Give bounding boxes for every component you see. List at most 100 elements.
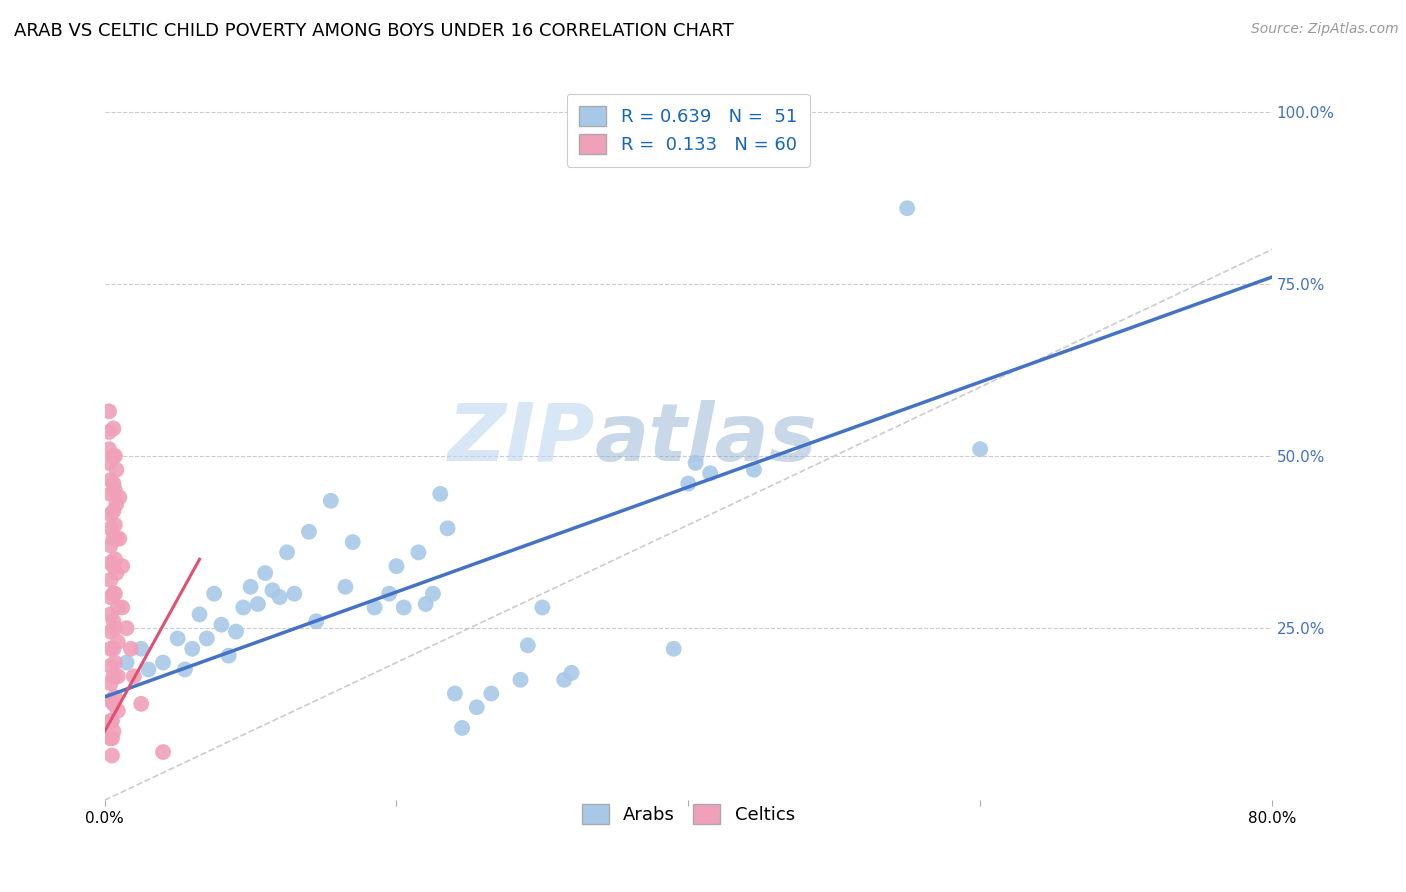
Point (166, 632, 188, 646)
Point (100, 473, 122, 487)
Point (100, 487, 122, 501)
Point (298, 524, 321, 539)
Point (516, 638, 538, 652)
Point (103, 421, 125, 435)
Point (152, 745, 174, 759)
Point (415, 597, 437, 611)
Point (111, 559, 134, 574)
Point (239, 580, 262, 594)
Point (742, 463, 765, 477)
Point (254, 566, 277, 580)
Point (107, 669, 129, 683)
Point (561, 665, 583, 680)
Text: ARAB VS CELTIC CHILD POVERTY AMONG BOYS UNDER 16 CORRELATION CHART: ARAB VS CELTIC CHILD POVERTY AMONG BOYS … (14, 22, 734, 40)
Point (363, 600, 385, 615)
Point (105, 463, 128, 477)
Point (105, 566, 128, 580)
Point (115, 621, 138, 635)
Point (105, 497, 128, 511)
Point (100, 714, 122, 728)
Point (305, 614, 328, 628)
Point (465, 700, 488, 714)
Point (101, 714, 124, 728)
Point (120, 641, 142, 656)
Point (107, 704, 129, 718)
Point (104, 517, 127, 532)
Point (378, 587, 401, 601)
Point (699, 467, 721, 481)
Point (479, 686, 502, 700)
Point (108, 491, 131, 505)
Point (103, 697, 125, 711)
Point (103, 476, 125, 491)
Point (335, 580, 357, 594)
Point (385, 559, 408, 574)
Point (100, 508, 122, 522)
Point (104, 621, 127, 635)
Point (100, 590, 122, 604)
Point (103, 449, 125, 463)
Point (969, 442, 991, 457)
Point (115, 656, 138, 670)
Point (98, 456, 121, 470)
Point (685, 456, 707, 470)
Point (104, 587, 127, 601)
Point (100, 659, 122, 673)
Point (100, 521, 122, 535)
Text: Source: ZipAtlas.com: Source: ZipAtlas.com (1251, 22, 1399, 37)
Point (202, 587, 225, 601)
Point (103, 641, 125, 656)
Point (104, 552, 127, 566)
Point (138, 662, 160, 676)
Point (283, 587, 305, 601)
Point (408, 545, 430, 559)
Point (129, 697, 152, 711)
Point (103, 587, 125, 601)
Point (103, 614, 125, 628)
Point (422, 587, 444, 601)
Legend: Arabs, Celtics: Arabs, Celtics (571, 793, 806, 835)
Point (103, 504, 125, 518)
Point (100, 607, 122, 622)
Point (100, 693, 122, 707)
Point (104, 449, 127, 463)
Point (436, 521, 458, 535)
Point (451, 721, 474, 735)
Point (101, 748, 124, 763)
Point (444, 686, 467, 700)
Point (98, 404, 121, 418)
Point (107, 600, 129, 615)
Point (122, 669, 145, 683)
Point (103, 724, 125, 739)
Point (218, 648, 240, 663)
Point (100, 539, 122, 553)
Point (174, 662, 197, 676)
Point (553, 673, 575, 687)
Point (104, 656, 127, 670)
Point (342, 535, 364, 549)
Point (129, 641, 152, 656)
Point (181, 641, 204, 656)
Point (678, 476, 700, 491)
Point (108, 532, 131, 546)
Point (100, 573, 122, 587)
Point (100, 641, 122, 656)
Point (269, 590, 291, 604)
Point (103, 669, 125, 683)
Point (896, 201, 918, 215)
Point (98, 442, 121, 457)
Text: ZIP: ZIP (447, 400, 595, 478)
Point (429, 487, 451, 501)
Point (531, 600, 554, 615)
Point (105, 532, 128, 546)
Point (319, 493, 342, 508)
Point (101, 731, 124, 746)
Text: atlas: atlas (595, 400, 818, 478)
Point (103, 559, 125, 574)
Point (100, 624, 122, 639)
Point (209, 617, 232, 632)
Point (392, 600, 415, 615)
Point (104, 690, 127, 704)
Point (195, 632, 218, 646)
Point (100, 676, 122, 690)
